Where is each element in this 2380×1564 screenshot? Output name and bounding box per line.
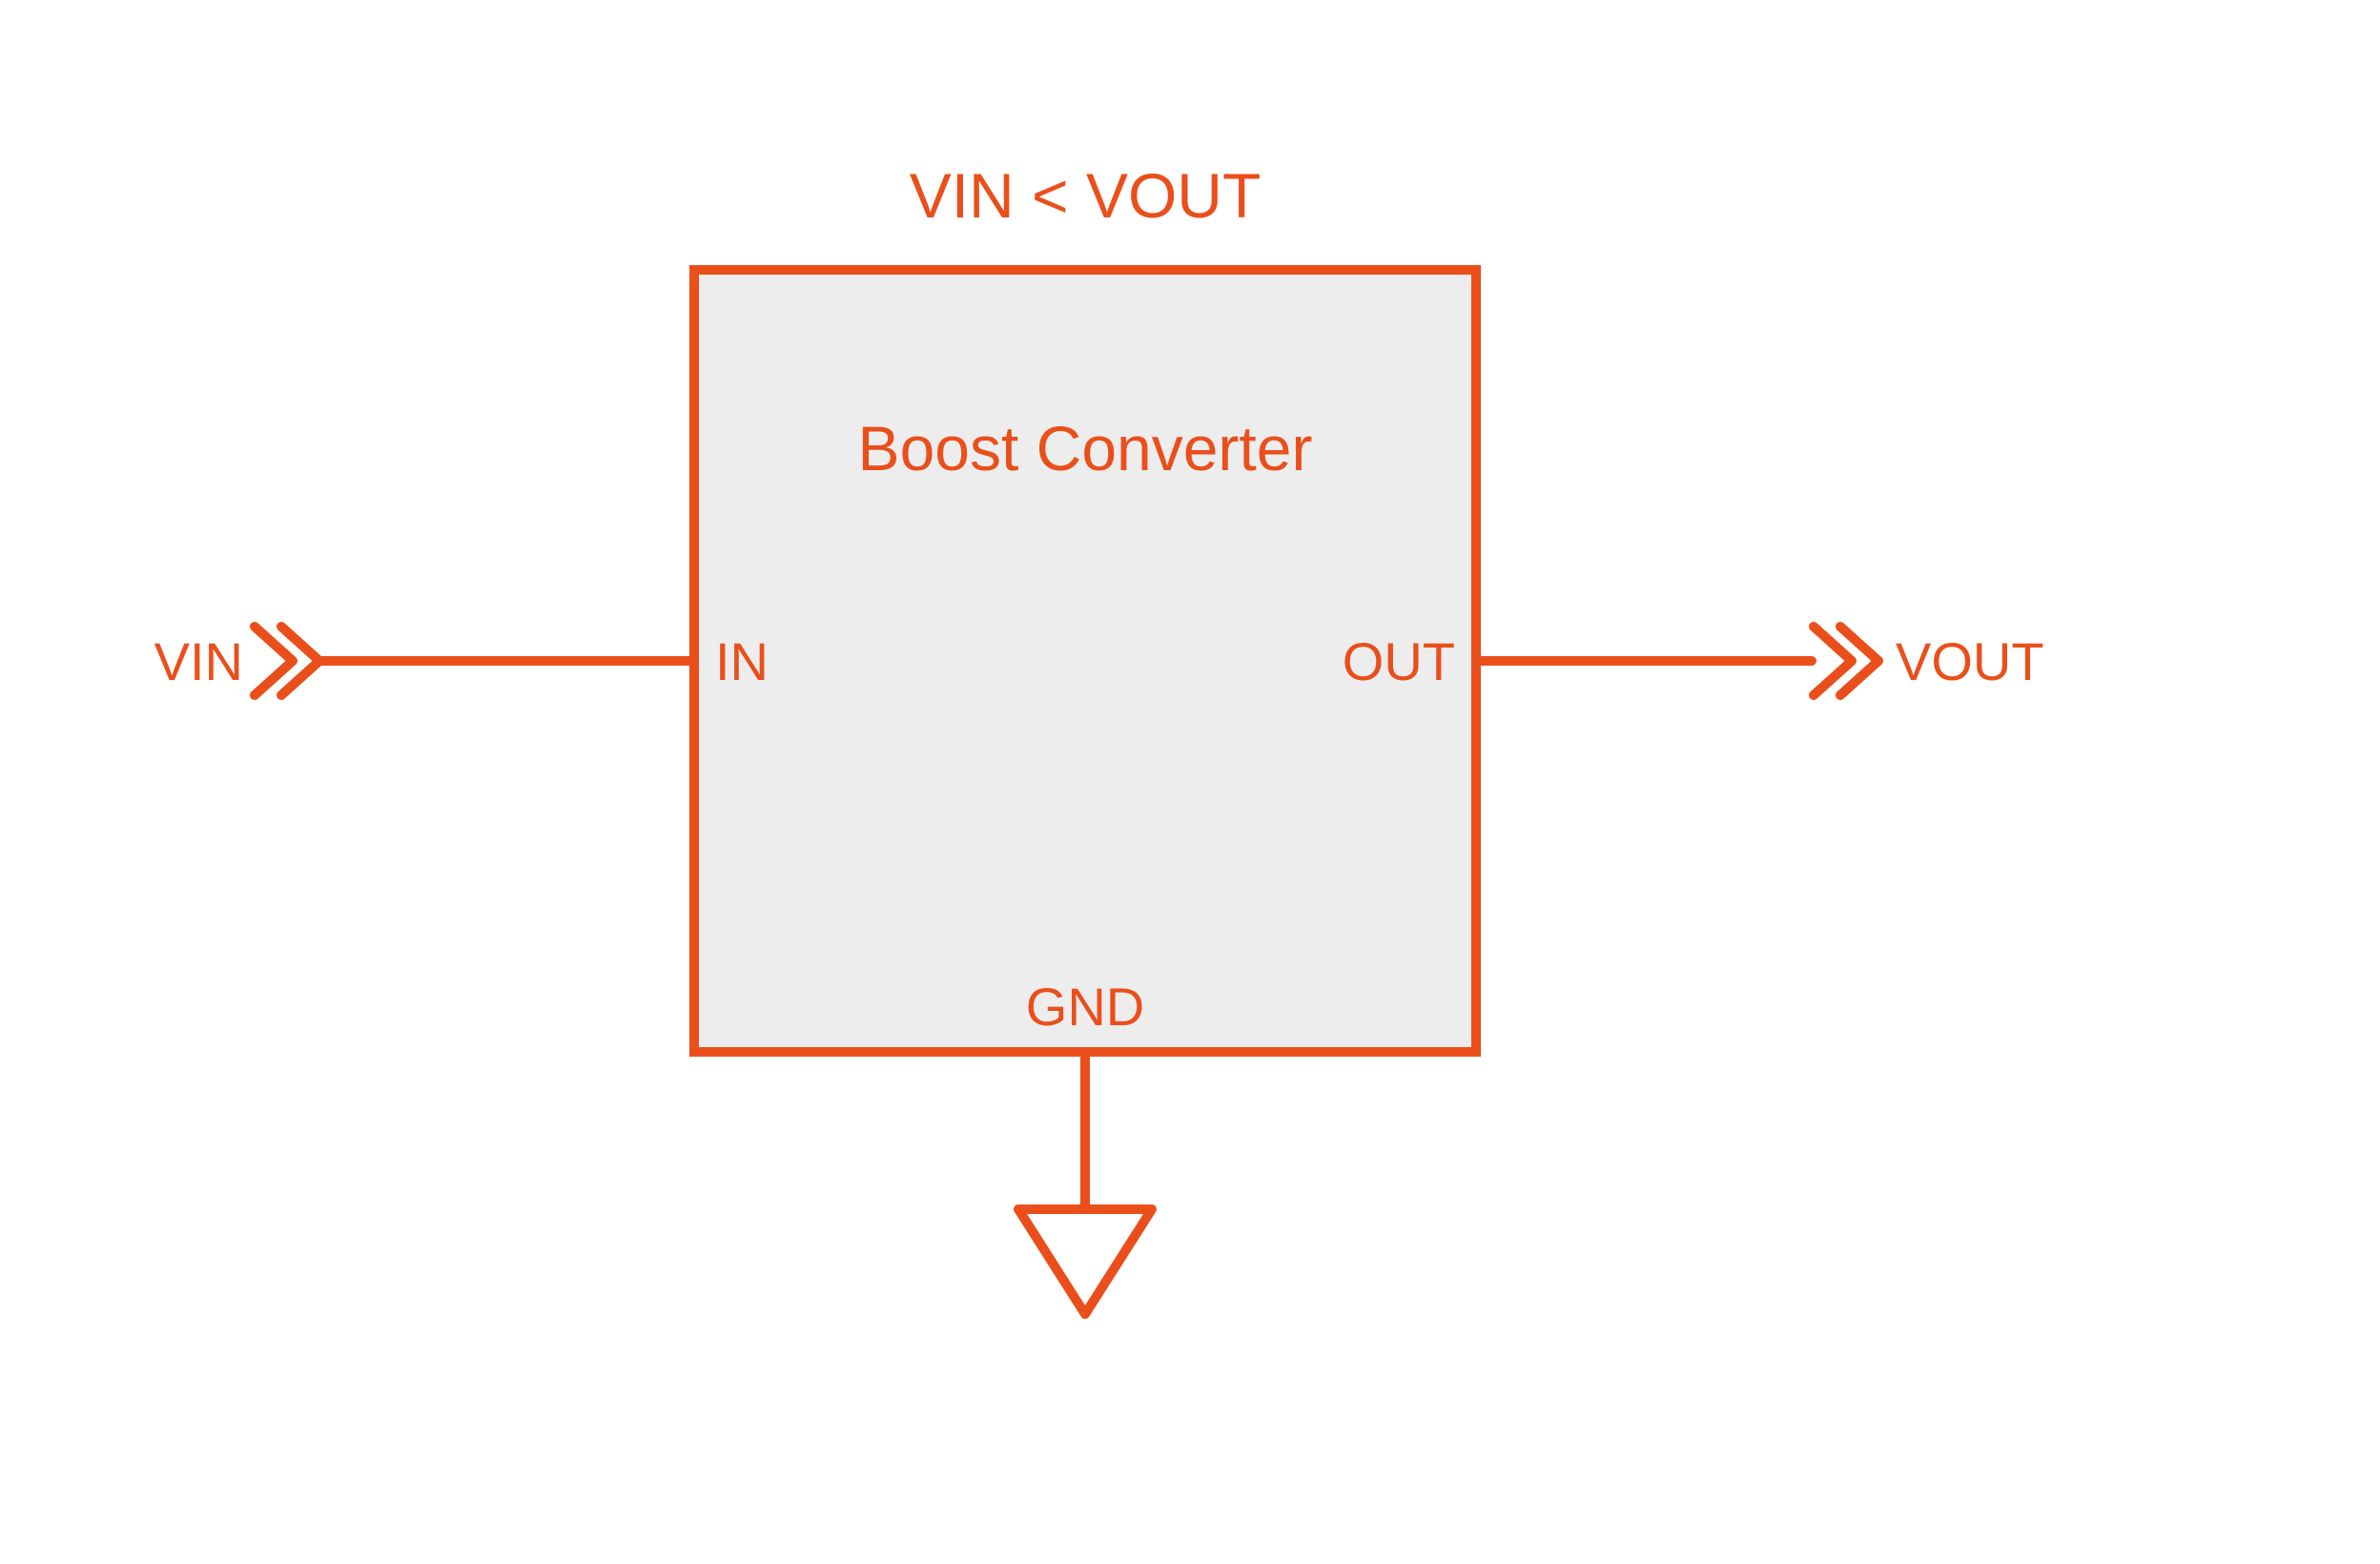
ground-icon	[1018, 1209, 1152, 1314]
pin-label-in: IN	[715, 631, 769, 691]
pin-label-gnd: GND	[1026, 977, 1144, 1037]
vout-label: VOUT	[1896, 631, 2044, 691]
block-title: Boost Converter	[858, 413, 1313, 484]
relation-annotation: VIN < VOUT	[910, 160, 1262, 231]
boost-converter-diagram: Boost Converter IN OUT GND VIN < VOUT VIN VOUT	[0, 0, 2380, 1564]
pin-label-out: OUT	[1343, 631, 1455, 691]
vin-label: VIN	[154, 631, 243, 691]
